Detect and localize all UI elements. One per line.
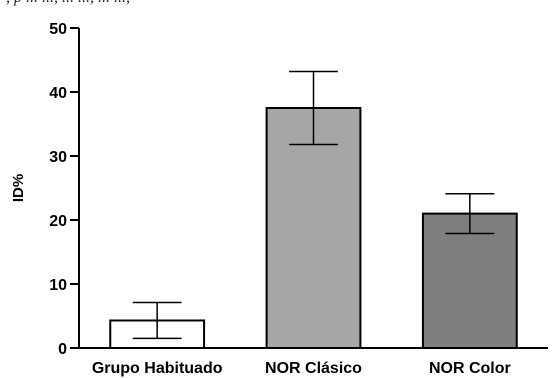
x-category-label: NOR Color — [429, 360, 511, 377]
x-axis: Grupo Habituado NOR Clásico NOR Color — [78, 347, 548, 377]
y-tick-label: 20 — [49, 213, 67, 230]
y-tick-label: 50 — [49, 21, 67, 38]
x-category-label: Grupo Habituado — [92, 360, 223, 377]
y-axis-title: ID% — [10, 174, 27, 202]
y-tick-label: 0 — [58, 341, 67, 358]
y-tick-label: 30 — [49, 149, 67, 166]
bar — [265, 107, 362, 349]
error-bars — [132, 70, 495, 340]
bars — [109, 107, 518, 350]
cropped-header-text: , p ... ..., ... ..., ... ..., — [6, 0, 546, 11]
x-category-label: NOR Clásico — [265, 360, 362, 377]
y-tick-label: 10 — [49, 277, 67, 294]
y-tick-label: 40 — [49, 85, 67, 102]
y-axis: 0 10 20 30 40 50 — [49, 21, 80, 358]
